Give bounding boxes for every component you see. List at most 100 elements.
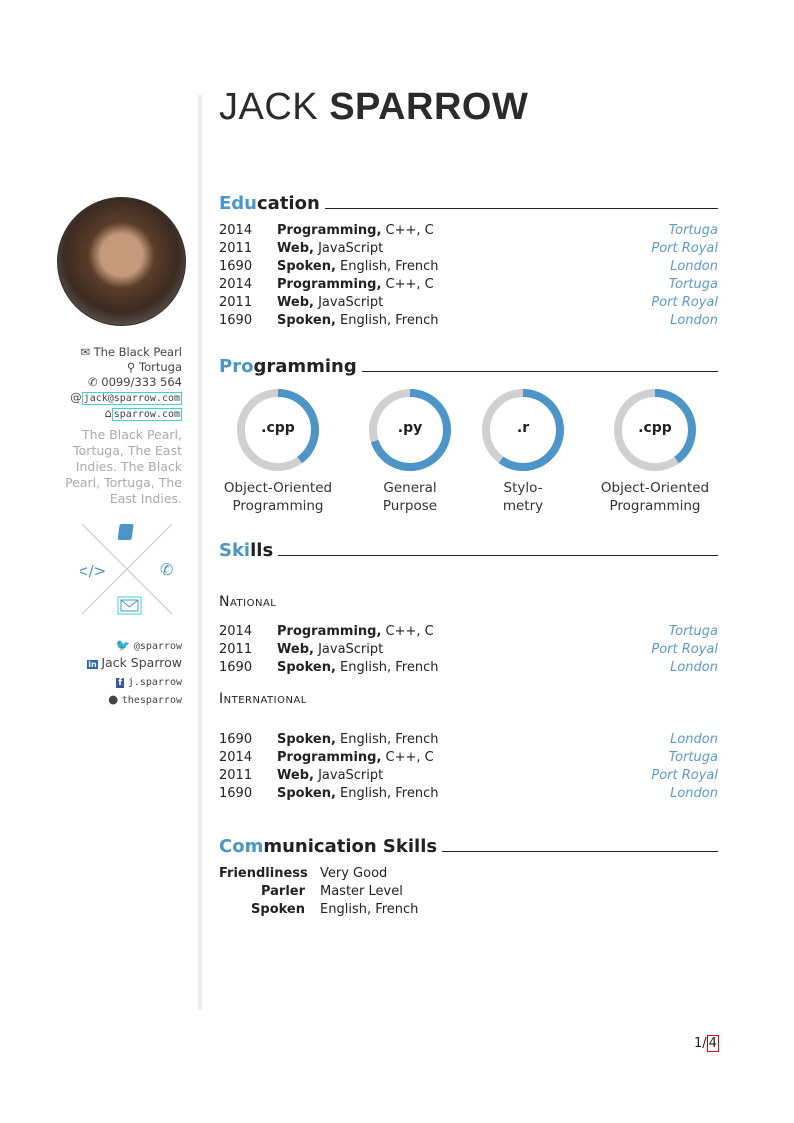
- list-item: 1690 Spoken, English, French London: [219, 785, 718, 803]
- about-text: The Black Pearl, Tortuga, The East Indie…: [65, 427, 182, 506]
- list-item: Friendliness Very Good: [219, 865, 418, 883]
- description: Spoken, English, French: [277, 786, 439, 801]
- website-link[interactable]: sparrow.com: [111, 408, 182, 421]
- description: Web, JavaScript: [277, 768, 384, 783]
- location: Port Royal: [651, 642, 718, 657]
- at-icon: @: [70, 390, 82, 404]
- section-programming: Pro gramming: [219, 356, 718, 377]
- subsection-national: National: [219, 594, 277, 610]
- list-item: 1690 Spoken, English, French London: [219, 659, 718, 677]
- year: 2014: [219, 750, 253, 765]
- year: 2014: [219, 624, 253, 639]
- skill-ring: .r: [481, 388, 565, 472]
- year: 2011: [219, 295, 253, 310]
- year: 2011: [219, 642, 253, 657]
- skill-ring: .py: [368, 388, 452, 472]
- list-item: Spoken English, French: [219, 901, 418, 919]
- skill-ring: .cpp: [236, 388, 320, 472]
- phone-icon: ✆: [88, 375, 98, 389]
- skill-ring: .cpp: [613, 388, 697, 472]
- code-icon: </>: [80, 562, 106, 580]
- page-title: JACK SPARROW: [219, 86, 529, 128]
- location: Tortuga: [668, 750, 718, 765]
- total-pages-link[interactable]: 4: [706, 1035, 719, 1052]
- profile-photo: [57, 197, 186, 326]
- value: Master Level: [320, 884, 403, 899]
- ring-caption: Object-Oriented Programming: [600, 480, 710, 514]
- ring-caption: Stylo-metry: [502, 480, 544, 514]
- year: 1690: [219, 732, 253, 747]
- description: Web, JavaScript: [277, 295, 384, 310]
- description: Programming, C++, C: [277, 750, 434, 765]
- ring-label: .cpp: [261, 420, 295, 436]
- section-communication: Com munication Skills: [219, 836, 718, 857]
- svg-text:✆: ✆: [160, 560, 173, 579]
- phone-icon: ✆: [160, 560, 173, 579]
- list-item: 2014 Programming, C++, C Tortuga: [219, 276, 718, 294]
- location: Port Royal: [651, 241, 718, 256]
- national-skills-list: 2014 Programming, C++, C Tortuga 2011 Web, J…: [219, 623, 718, 677]
- location: Tortuga: [668, 624, 718, 639]
- icon-cross-graphic: </> ✆: [80, 523, 173, 615]
- section-education: Edu cation: [219, 193, 718, 214]
- email-link[interactable]: jack@sparrow.com: [81, 392, 182, 405]
- year: 2014: [219, 277, 253, 292]
- location: London: [670, 313, 718, 328]
- description: Programming, C++, C: [277, 277, 434, 292]
- linkedin-icon: in: [87, 660, 98, 669]
- ring-label: .r: [516, 420, 530, 436]
- value: English, French: [320, 902, 419, 917]
- label: Friendliness: [219, 866, 308, 881]
- contact-info: ✉ The Black Pearl ⚲ Tortuga ✆ 0099/333 5…: [70, 345, 182, 421]
- facebook-icon: f: [116, 678, 125, 688]
- home-icon: ⌂: [104, 406, 112, 420]
- list-item: 2011 Web, JavaScript Port Royal: [219, 767, 718, 785]
- description: Web, JavaScript: [277, 642, 384, 657]
- location: London: [670, 732, 718, 747]
- year: 1690: [219, 259, 253, 274]
- list-item: 2011 Web, JavaScript Port Royal: [219, 240, 718, 258]
- location: Port Royal: [651, 768, 718, 783]
- location: Tortuga: [668, 223, 718, 238]
- international-skills-list: 1690 Spoken, English, French London 2014 Pro…: [219, 731, 718, 803]
- year: 1690: [219, 313, 253, 328]
- location: Port Royal: [651, 295, 718, 310]
- location: London: [670, 259, 718, 274]
- label: Parler: [260, 884, 305, 899]
- book-icon: [117, 524, 134, 540]
- ring-progress: [482, 389, 564, 471]
- list-item: 1690 Spoken, English, French London: [219, 731, 718, 749]
- list-item: 2014 Programming, C++, C Tortuga: [219, 222, 718, 240]
- description: Spoken, English, French: [277, 313, 439, 328]
- description: Spoken, English, French: [277, 732, 439, 747]
- divider: [198, 95, 202, 1010]
- year: 2014: [219, 223, 253, 238]
- education-list: 2014 Programming, C++, C Tortuga 2011 Web, J…: [219, 222, 718, 330]
- location: London: [670, 786, 718, 801]
- description: Spoken, English, French: [277, 660, 439, 675]
- description: Programming, C++, C: [277, 223, 434, 238]
- ring-progress: [237, 389, 319, 471]
- year: 2011: [219, 768, 253, 783]
- value: Very Good: [320, 866, 388, 881]
- twitter-icon: 🐦: [115, 638, 131, 652]
- year: 1690: [219, 786, 253, 801]
- communication-list: Friendliness Very Good Parler Master Level S…: [219, 865, 418, 919]
- ring-label: .py: [397, 420, 423, 436]
- ring-progress: [614, 389, 696, 471]
- envelope-icon: [117, 596, 142, 615]
- list-item: 2011 Web, JavaScript Port Royal: [219, 641, 718, 659]
- svg-text:</>: </>: [80, 562, 106, 580]
- ring-caption: Object-Oriented Programming: [223, 480, 333, 514]
- list-item: 2014 Programming, C++, C Tortuga: [219, 623, 718, 641]
- list-item: 1690 Spoken, English, French London: [219, 258, 718, 276]
- year: 2011: [219, 241, 253, 256]
- list-item: 2014 Programming, C++, C Tortuga: [219, 749, 718, 767]
- subsection-international: International: [219, 691, 307, 707]
- label: Spoken: [251, 902, 305, 917]
- map-marker-icon: ⚲: [126, 360, 136, 374]
- page-number: 1/4: [694, 1035, 719, 1052]
- year: 1690: [219, 660, 253, 675]
- list-item: 1690 Spoken, English, French London: [219, 312, 718, 330]
- envelope-icon: ✉: [80, 345, 90, 359]
